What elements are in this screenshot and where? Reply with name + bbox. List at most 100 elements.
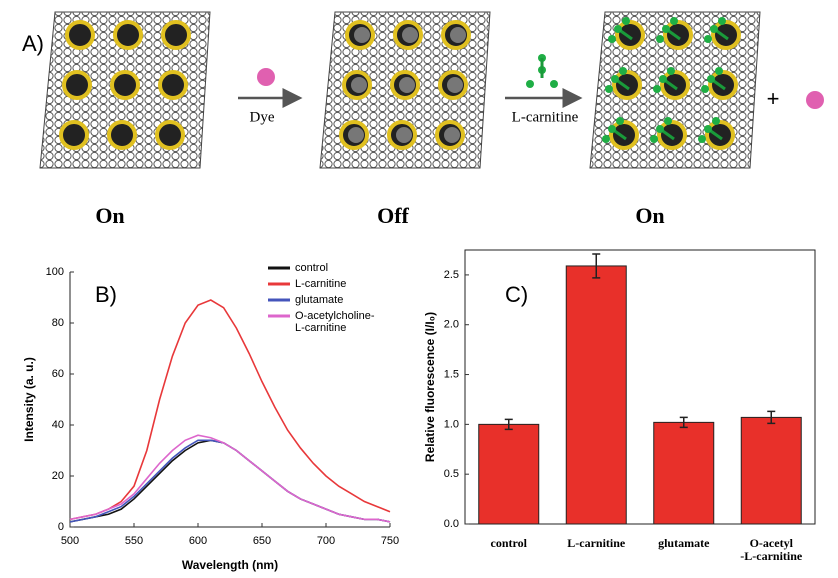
molecule-atom (653, 85, 661, 93)
line-series (70, 440, 390, 522)
trapped-dye (450, 27, 466, 43)
molecule-atom (698, 135, 706, 143)
molecule-atom (715, 67, 723, 75)
y-axis-label: Relative fluorescence (I/I₀) (423, 312, 437, 462)
arrow-label: Dye (250, 109, 275, 125)
y-tick-label: 0 (58, 521, 64, 533)
legend-label: O-acetylcholine-L-carnitine (295, 310, 375, 334)
panel-label: C) (505, 282, 528, 307)
figure: A) Dye L-carnitine + On Off On 0 20 40 60 80… (0, 0, 838, 573)
molecule-atom (718, 17, 726, 25)
x-tick-label: 700 (317, 535, 335, 547)
diagram: A) Dye L-carnitine + On Off On (22, 12, 824, 228)
y-tick-label: 80 (52, 317, 64, 329)
molecule-atom (659, 75, 667, 83)
bar (566, 266, 626, 524)
molecule-atom (602, 135, 610, 143)
y-tick-label: 1.0 (444, 418, 459, 430)
state-label: On (95, 203, 124, 228)
x-tick-label: 550 (125, 535, 143, 547)
y-tick-label: 20 (52, 470, 64, 482)
molecule-atom (662, 25, 670, 33)
molecule-atom (611, 75, 619, 83)
pore (614, 72, 640, 98)
y-tick-label: 60 (52, 368, 64, 380)
state-label: On (635, 203, 664, 228)
y-axis-label: Intensity (a. u.) (22, 357, 36, 442)
x-tick-label: control (491, 536, 528, 550)
pore (157, 122, 183, 148)
pore (659, 122, 685, 148)
pore (713, 22, 739, 48)
panel-label: B) (95, 282, 117, 307)
pore (611, 122, 637, 148)
trapped-dye (348, 127, 364, 143)
molecule-atom (712, 117, 720, 125)
arrow-label: L-carnitine (512, 109, 579, 125)
trapped-dye (447, 77, 463, 93)
molecule-atom (605, 85, 613, 93)
legend-label: control (295, 262, 328, 274)
pore (163, 22, 189, 48)
pore (67, 22, 93, 48)
dye-molecule (806, 91, 824, 109)
trapped-dye (354, 27, 370, 43)
pore (662, 72, 688, 98)
molecule-atom (704, 35, 712, 43)
molecule-atom (526, 80, 534, 88)
molecule-atom (622, 17, 630, 25)
state-label: Off (377, 203, 409, 228)
y-tick-label: 1.5 (444, 368, 459, 380)
pore (109, 122, 135, 148)
trapped-dye (402, 27, 418, 43)
pore (707, 122, 733, 148)
x-tick-label: 500 (61, 535, 79, 547)
pore (710, 72, 736, 98)
molecule-atom (650, 135, 658, 143)
plus-sign: + (767, 86, 780, 111)
x-tick-label: 750 (381, 535, 399, 547)
molecule-atom (664, 117, 672, 125)
bar (479, 424, 539, 524)
molecule-atom (670, 17, 678, 25)
x-tick-label: 600 (189, 535, 207, 547)
pore (61, 122, 87, 148)
molecule-atom (667, 67, 675, 75)
bar (741, 417, 801, 524)
x-tick-label: 650 (253, 535, 271, 547)
molecule-atom (616, 117, 624, 125)
pore (64, 72, 90, 98)
legend-label: glutamate (295, 294, 343, 306)
trapped-dye (444, 127, 460, 143)
y-tick-label: 0.5 (444, 468, 459, 480)
bar (654, 422, 714, 524)
x-tick-label: O-acetyl-L-carnitine (740, 536, 803, 563)
pore (617, 22, 643, 48)
molecule-atom (701, 85, 709, 93)
molecule-atom (608, 35, 616, 43)
y-tick-label: 0.0 (444, 518, 459, 530)
x-tick-label: L-carnitine (567, 536, 626, 550)
panel-label: A) (22, 31, 44, 56)
y-tick-label: 40 (52, 419, 64, 431)
molecule-atom (550, 80, 558, 88)
molecule-atom (707, 75, 715, 83)
pore (115, 22, 141, 48)
y-tick-label: 100 (46, 266, 64, 278)
molecule-atom (656, 125, 664, 133)
y-tick-label: 2.5 (444, 269, 459, 281)
molecule-atom (619, 67, 627, 75)
legend-label: L-carnitine (295, 278, 346, 290)
x-tick-label: glutamate (658, 536, 710, 550)
trapped-dye (399, 77, 415, 93)
molecule-atom (614, 25, 622, 33)
pore (112, 72, 138, 98)
pore (665, 22, 691, 48)
y-tick-label: 2.0 (444, 319, 459, 331)
molecule-atom (608, 125, 616, 133)
molecule-atom (704, 125, 712, 133)
molecule-atom (710, 25, 718, 33)
dye-molecule (257, 68, 275, 86)
trapped-dye (396, 127, 412, 143)
line-series (70, 435, 390, 522)
